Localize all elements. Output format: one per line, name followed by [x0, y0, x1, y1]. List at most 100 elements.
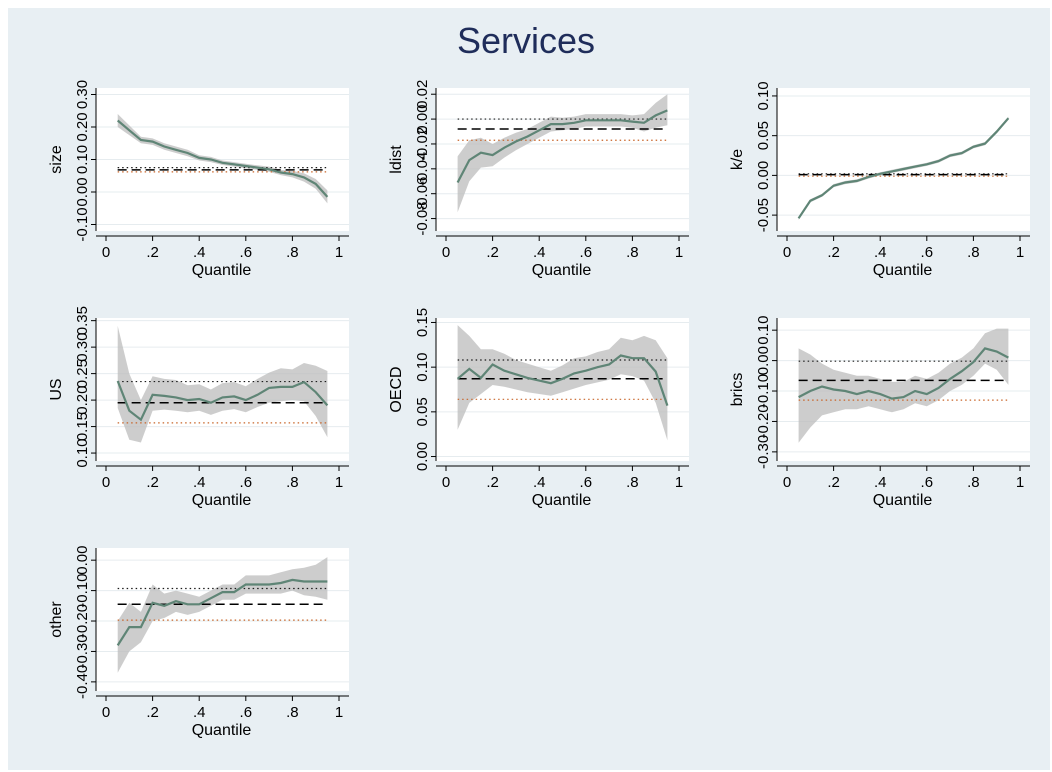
x-tick-label: .8	[626, 474, 639, 491]
chart-panel-7: 0 .2 .4 .6 .8 1 -0.40-0.30-0.20-0.100.00 Quanti…	[48, 546, 349, 739]
y-tick-label: -0.40	[74, 665, 91, 699]
x-tick-label: .2	[146, 704, 159, 721]
plot-area	[777, 88, 1030, 231]
y-tick-label: 0.20	[74, 385, 91, 414]
y-tick-label: 0.02	[414, 80, 431, 109]
x-axis-label: Quantile	[192, 492, 252, 509]
x-tick-label: .6	[240, 704, 253, 721]
x-tick-label: .6	[580, 244, 593, 261]
y-tick-label: 0.35	[74, 306, 91, 335]
y-tick-label: 0.10	[74, 145, 91, 174]
x-tick-label: .2	[827, 474, 840, 491]
x-axis-label: Quantile	[873, 492, 933, 509]
y-tick-label: 0.00	[414, 104, 431, 133]
y-tick-label: 0.05	[755, 121, 772, 150]
x-axis-label: Quantile	[873, 262, 933, 279]
quantile-estimate-line	[456, 109, 668, 184]
quantile-estimate-line	[797, 117, 1010, 219]
y-tick-label: 0.05	[414, 397, 431, 426]
x-tick-label: .6	[921, 474, 934, 491]
y-tick-label: 0.00	[755, 346, 772, 375]
chart-panel-3: 0 .2 .4 .6 .8 1 -0.05 0.00 0.05 0.10 Quantile k/e	[729, 81, 1030, 279]
y-tick-label: -0.10	[74, 207, 91, 241]
x-tick-label: 1	[675, 244, 683, 261]
y-axis-label: ldist	[388, 145, 405, 174]
x-axis-label: Quantile	[532, 492, 592, 509]
y-axis-label: other	[48, 601, 65, 638]
chart-panel-1: 0 .2 .4 .6 .8 1 -0.100.00 0.10 0.20 0.30 Quantile s…	[48, 80, 349, 279]
x-tick-label: 0	[783, 244, 791, 261]
x-tick-label: 0	[102, 474, 110, 491]
y-tick-label: 0.30	[74, 333, 91, 362]
x-tick-label: .4	[193, 244, 206, 261]
confidence-band	[457, 94, 668, 213]
x-tick-label: .4	[193, 704, 206, 721]
quantile-estimate-line	[456, 354, 669, 406]
x-tick-label: 1	[335, 244, 343, 261]
x-tick-label: .2	[146, 244, 159, 261]
chart-panel-4: 0 .2 .4 .6 .8 1 0.100.150.200.250.300.35 Quanti…	[48, 306, 349, 509]
x-tick-label: 1	[335, 474, 343, 491]
x-tick-label: 0	[102, 244, 110, 261]
y-tick-label: 0.00	[414, 442, 431, 471]
x-tick-label: 1	[335, 704, 343, 721]
x-tick-label: 1	[1016, 474, 1024, 491]
y-tick-label: -0.06	[414, 177, 431, 211]
y-tick-label: -0.04	[414, 152, 431, 186]
y-tick-label: 0.00	[74, 546, 91, 575]
y-axis-label: k/e	[729, 149, 746, 170]
figure-title: Services	[456, 20, 596, 61]
y-tick-label: 0.20	[74, 112, 91, 141]
x-tick-label: .6	[240, 474, 253, 491]
x-tick-label: 0	[783, 474, 791, 491]
x-tick-label: .4	[193, 474, 206, 491]
x-tick-label: .4	[533, 244, 546, 261]
y-axis-label: US	[48, 378, 65, 400]
x-axis-label: Quantile	[192, 722, 252, 739]
x-tick-label: .8	[286, 704, 299, 721]
chart-panel-6: 0 .2 .4 .6 .8 1 -0.30-0.20-0.100.000.10 Quantil…	[729, 316, 1030, 509]
y-tick-label: 0.15	[74, 412, 91, 441]
chart-panel-2: 0 .2 .4 .6 .8 1 -0.08-0.06-0.04-0.020.000.02 Qu…	[388, 80, 689, 279]
y-tick-label: 0.10	[755, 81, 772, 110]
x-tick-label: .8	[286, 244, 299, 261]
chart-panel-5: 0 .2 .4 .6 .8 1 0.00 0.05 0.10 0.15 Quantile OECD	[388, 308, 689, 509]
y-tick-label: 0.00	[755, 161, 772, 190]
y-tick-label: 0.10	[755, 316, 772, 345]
y-tick-label: -0.10	[755, 374, 772, 408]
x-tick-label: .8	[967, 474, 980, 491]
x-tick-label: .4	[874, 244, 887, 261]
x-tick-label: .8	[967, 244, 980, 261]
y-tick-label: -0.30	[755, 435, 772, 469]
y-tick-label: 0.10	[74, 438, 91, 467]
y-tick-label: -0.05	[755, 198, 772, 232]
y-tick-label: -0.20	[755, 404, 772, 438]
confidence-band	[117, 557, 328, 673]
x-axis-label: Quantile	[192, 262, 252, 279]
y-axis-label: size	[48, 145, 65, 174]
quantile-estimate-line	[116, 578, 328, 646]
x-tick-label: 0	[442, 244, 450, 261]
y-tick-label: -0.20	[74, 604, 91, 638]
confidence-band	[457, 325, 668, 441]
x-tick-label: 0	[442, 474, 450, 491]
x-tick-label: 1	[675, 474, 683, 491]
x-tick-label: .6	[240, 244, 253, 261]
x-tick-label: .2	[486, 474, 499, 491]
y-axis-label: brics	[729, 373, 746, 407]
x-tick-label: .8	[626, 244, 639, 261]
confidence-band	[117, 325, 328, 443]
y-tick-label: 0.30	[74, 80, 91, 109]
y-axis-label: OECD	[388, 366, 405, 412]
y-tick-label: 0.00	[74, 177, 91, 206]
x-tick-label: 0	[102, 704, 110, 721]
y-tick-label: -0.02	[414, 127, 431, 161]
x-tick-label: .2	[827, 244, 840, 261]
y-tick-label: 0.15	[414, 308, 431, 337]
y-tick-label: -0.10	[74, 573, 91, 607]
x-tick-label: 1	[1016, 244, 1024, 261]
x-axis-label: Quantile	[532, 262, 592, 279]
y-tick-label: 0.25	[74, 359, 91, 388]
x-tick-label: .6	[921, 244, 934, 261]
